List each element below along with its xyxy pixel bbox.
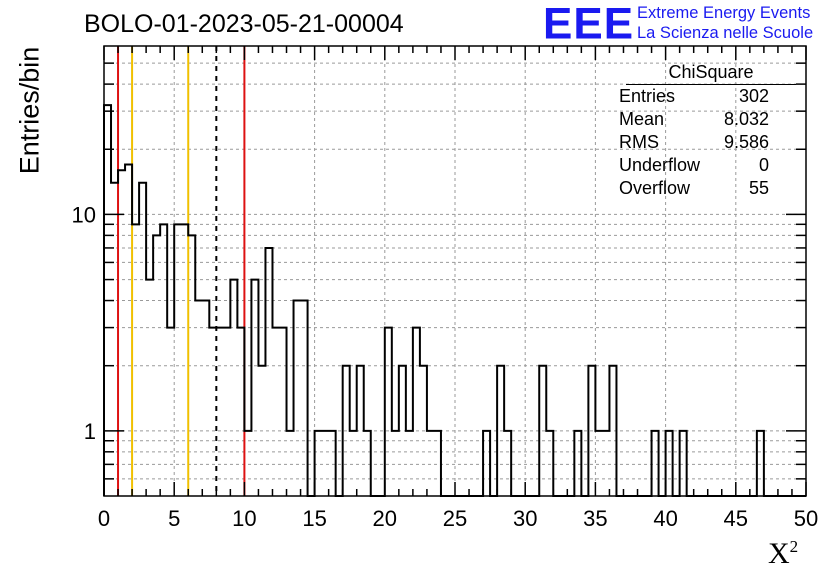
stats-label: Entries [619, 86, 676, 106]
x-tick-label: 15 [302, 506, 326, 531]
y-tick-label: 1 [84, 419, 96, 444]
stats-label: Underflow [619, 155, 701, 175]
stats-row: Entries 302 [611, 85, 807, 108]
x-tick-label: 40 [653, 506, 677, 531]
x-tick-label: 45 [724, 506, 748, 531]
stats-value: 9.586 [723, 132, 769, 152]
stats-value: 302 [738, 86, 769, 106]
stats-box: ChiSquare Entries 302 Mean 8.032 RMS 9.586 Und… [611, 60, 807, 200]
stats-rows: Entries 302 Mean 8.032 RMS 9.586 Underflow 0 Ove… [611, 85, 807, 200]
eee-logo: EEE [543, 0, 635, 49]
stats-label: RMS [619, 132, 659, 152]
brand-line-2: La Scienza nelle Scuole [637, 24, 814, 42]
x-tick-label: 35 [583, 506, 607, 531]
stats-label: Overflow [619, 178, 691, 198]
stats-value: 8.032 [723, 109, 769, 129]
y-tick-label: 10 [72, 202, 96, 227]
x-tick-label: 10 [232, 506, 256, 531]
stats-row: RMS 9.586 [611, 131, 807, 154]
stats-row: Underflow 0 [611, 154, 807, 177]
stats-value: 55 [748, 178, 769, 198]
x-tick-label: 50 [794, 506, 818, 531]
stats-row: Overflow 55 [611, 177, 807, 200]
stats-label: Mean [619, 109, 665, 129]
x-tick-label: 30 [513, 506, 537, 531]
x-tick-label: 0 [98, 506, 110, 531]
x-axis-label-main: X [768, 537, 790, 570]
reference-lines [117, 46, 246, 496]
chart-title: BOLO-01-2023-05-21-00004 [84, 10, 404, 38]
stats-row: Mean 8.032 [611, 108, 807, 131]
x-tick-label: 25 [443, 506, 467, 531]
stats-value: 0 [758, 155, 769, 175]
x-tick-label: 5 [168, 506, 180, 531]
axes: 0 5 10 15 20 25 30 35 40 45 50 1 10 [72, 45, 818, 531]
brand-line-1: Extreme Energy Events [637, 4, 811, 22]
x-axis-label: X2 [768, 537, 798, 571]
x-tick-label: 20 [373, 506, 397, 531]
x-axis-label-sup: 2 [789, 537, 799, 556]
stats-box-title: ChiSquare [626, 60, 796, 85]
